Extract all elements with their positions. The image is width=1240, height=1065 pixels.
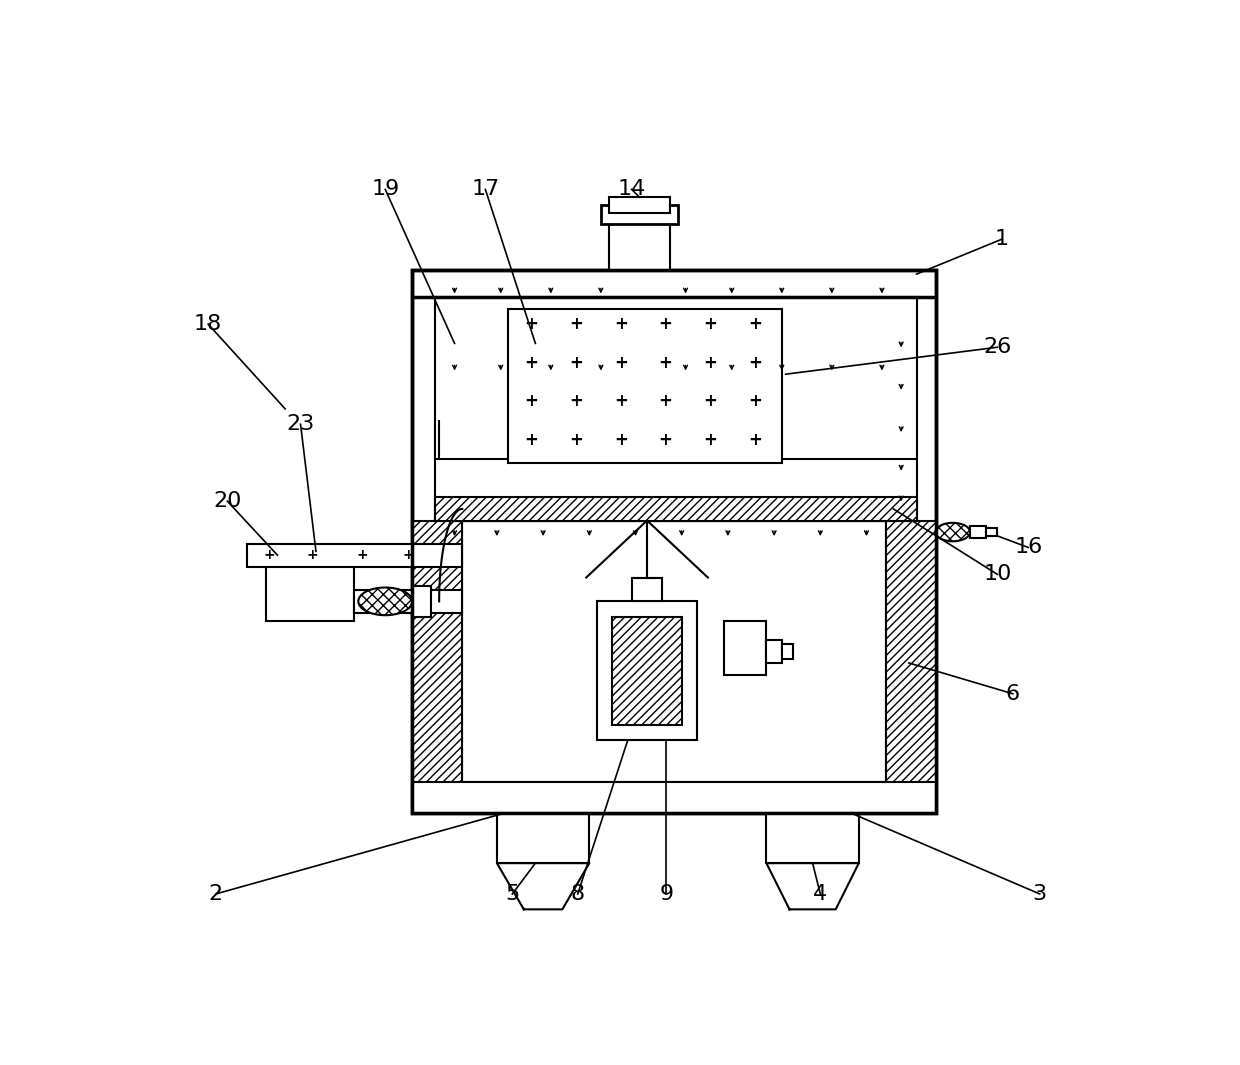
Text: +: + (748, 354, 761, 372)
Text: +: + (658, 354, 672, 372)
Text: +: + (264, 548, 275, 562)
Bar (601, 204, 678, 224)
Bar (265, 552, 355, 621)
Text: 2: 2 (208, 884, 223, 904)
Bar (435, 497, 916, 521)
Text: 5: 5 (505, 884, 520, 904)
Bar (986, 528, 997, 536)
Text: +: + (525, 315, 538, 333)
Bar (355, 590, 463, 612)
Polygon shape (497, 863, 589, 910)
Text: +: + (614, 354, 627, 372)
Ellipse shape (935, 523, 970, 541)
Text: +: + (703, 392, 717, 410)
Bar (781, 643, 794, 659)
Text: +: + (614, 430, 627, 448)
Bar (631, 578, 662, 602)
Text: 3: 3 (1033, 884, 1047, 904)
Text: +: + (306, 548, 317, 562)
Text: 18: 18 (193, 314, 222, 334)
Text: 20: 20 (213, 491, 242, 511)
Text: 16: 16 (1014, 538, 1043, 557)
Text: +: + (614, 315, 627, 333)
Text: +: + (658, 315, 672, 333)
Text: 9: 9 (660, 884, 673, 904)
Bar (609, 213, 670, 271)
Bar (497, 813, 589, 863)
Text: +: + (525, 354, 538, 372)
Bar (412, 271, 936, 813)
Text: +: + (569, 430, 583, 448)
Text: +: + (658, 392, 672, 410)
Text: 10: 10 (983, 564, 1012, 585)
Text: +: + (748, 315, 761, 333)
Bar (247, 543, 463, 567)
Text: 23: 23 (286, 414, 315, 435)
Polygon shape (766, 863, 859, 910)
Text: 8: 8 (570, 884, 585, 904)
Text: +: + (569, 354, 583, 372)
Text: +: + (703, 354, 717, 372)
Text: +: + (614, 392, 627, 410)
Bar (412, 586, 432, 617)
Ellipse shape (358, 588, 412, 616)
Bar (766, 640, 781, 662)
Bar (412, 271, 936, 813)
Bar (508, 309, 781, 463)
Bar (412, 521, 463, 813)
Text: 19: 19 (371, 179, 399, 199)
Text: +: + (703, 315, 717, 333)
Text: 1: 1 (994, 229, 1008, 249)
Text: +: + (658, 430, 672, 448)
Text: 6: 6 (1006, 684, 1019, 704)
Text: +: + (525, 392, 538, 410)
Bar (412, 783, 936, 813)
Bar (463, 521, 885, 783)
Text: 4: 4 (813, 884, 827, 904)
Text: 14: 14 (618, 179, 646, 199)
Bar (971, 526, 986, 538)
Text: +: + (356, 548, 368, 562)
Bar (435, 297, 916, 521)
Bar (609, 197, 670, 213)
Text: +: + (525, 430, 538, 448)
Bar (766, 813, 859, 863)
Bar (613, 617, 682, 724)
Bar (885, 521, 936, 813)
Text: +: + (703, 430, 717, 448)
Text: +: + (569, 392, 583, 410)
Bar (724, 621, 766, 674)
Text: +: + (748, 392, 761, 410)
Text: +: + (748, 430, 761, 448)
Bar (596, 602, 697, 740)
Text: +: + (403, 548, 414, 562)
Text: 17: 17 (471, 179, 500, 199)
Text: 26: 26 (983, 338, 1012, 357)
Text: +: + (569, 315, 583, 333)
